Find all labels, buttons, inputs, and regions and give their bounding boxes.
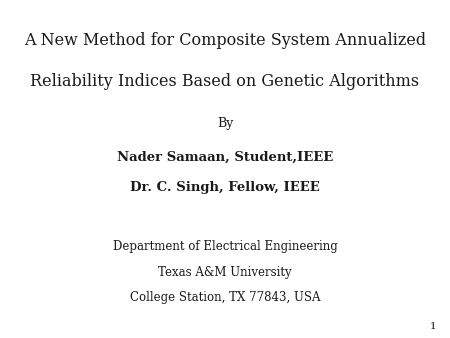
Text: Reliability Indices Based on Genetic Algorithms: Reliability Indices Based on Genetic Alg… [31,73,419,90]
Text: 1: 1 [430,322,436,331]
Text: By: By [217,117,233,130]
Text: College Station, TX 77843, USA: College Station, TX 77843, USA [130,291,320,304]
Text: Dr. C. Singh, Fellow, IEEE: Dr. C. Singh, Fellow, IEEE [130,181,320,194]
Text: Department of Electrical Engineering: Department of Electrical Engineering [112,240,338,253]
Text: Texas A&M University: Texas A&M University [158,266,292,279]
Text: Nader Samaan, Student,IEEE: Nader Samaan, Student,IEEE [117,151,333,164]
Text: A New Method for Composite System Annualized: A New Method for Composite System Annual… [24,32,426,49]
